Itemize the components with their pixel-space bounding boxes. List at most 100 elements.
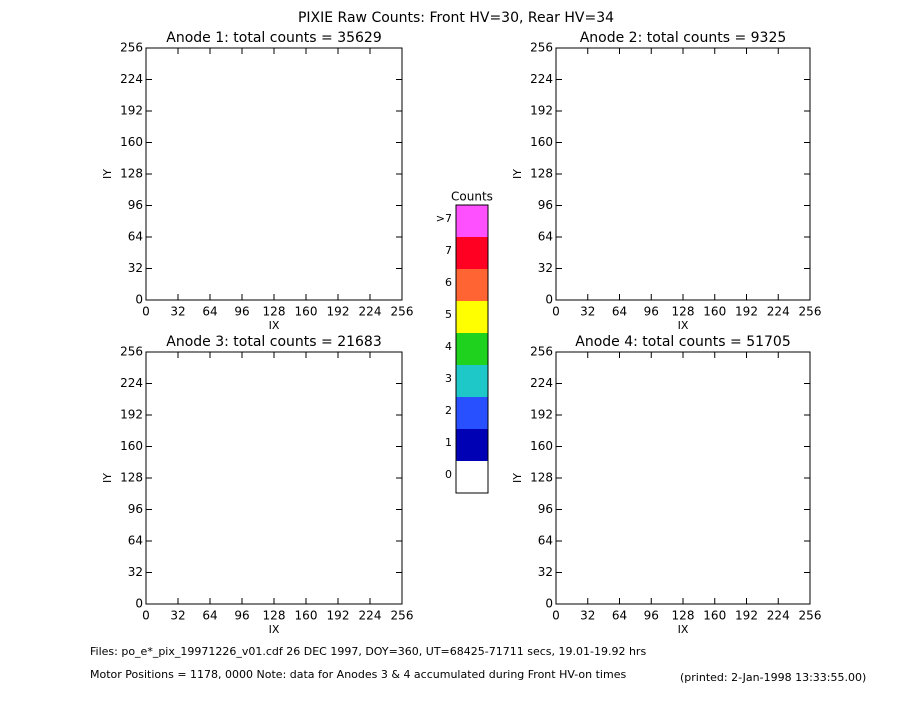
y-tick-label: 256 bbox=[530, 345, 553, 359]
colorbar-label: 2 bbox=[445, 404, 452, 417]
x-tick-label: 96 bbox=[644, 305, 659, 319]
x-tick-label: 192 bbox=[327, 609, 350, 623]
x-tick-label: 96 bbox=[644, 609, 659, 623]
colorbar-swatch bbox=[456, 269, 488, 301]
colorbar-swatch bbox=[456, 237, 488, 269]
x-tick-label: 0 bbox=[142, 609, 150, 623]
panel-title: Anode 4: total counts = 51705 bbox=[575, 334, 790, 350]
y-tick-label: 64 bbox=[538, 230, 553, 244]
panel-title: Anode 1: total counts = 35629 bbox=[166, 30, 381, 46]
x-axis-label: IX bbox=[678, 623, 689, 636]
x-tick-label: 256 bbox=[799, 305, 822, 319]
x-tick-label: 192 bbox=[735, 609, 758, 623]
y-tick-label: 128 bbox=[120, 167, 143, 181]
colorbar-title: Counts bbox=[451, 190, 493, 204]
x-tick-label: 160 bbox=[295, 305, 318, 319]
colorbar-label: 3 bbox=[445, 372, 452, 385]
footer-note: Motor Positions = 1178, 0000 Note: data … bbox=[90, 668, 626, 681]
y-tick-label: 128 bbox=[530, 471, 553, 485]
x-tick-label: 32 bbox=[580, 609, 595, 623]
x-axis-label: IX bbox=[269, 623, 280, 636]
y-axis-label: IY bbox=[101, 473, 114, 483]
plot-area bbox=[145, 351, 403, 605]
x-tick-label: 32 bbox=[580, 305, 595, 319]
colorbar-swatch bbox=[456, 333, 488, 365]
x-tick-label: 160 bbox=[703, 609, 726, 623]
x-axis-label: IX bbox=[678, 319, 689, 332]
x-tick-label: 32 bbox=[170, 305, 185, 319]
colorbar-label: 1 bbox=[445, 436, 452, 449]
y-tick-label: 192 bbox=[530, 104, 553, 118]
y-tick-label: 64 bbox=[128, 230, 143, 244]
y-tick-label: 64 bbox=[128, 534, 143, 548]
x-tick-label: 0 bbox=[552, 609, 560, 623]
x-tick-label: 256 bbox=[391, 305, 414, 319]
colorbar-label: 0 bbox=[445, 468, 452, 481]
x-tick-label: 256 bbox=[391, 609, 414, 623]
y-tick-label: 128 bbox=[530, 167, 553, 181]
x-tick-label: 224 bbox=[767, 609, 790, 623]
y-tick-label: 32 bbox=[538, 565, 553, 579]
y-tick-label: 96 bbox=[128, 502, 143, 516]
y-tick-label: 160 bbox=[530, 439, 553, 453]
colorbar-label: 4 bbox=[445, 340, 452, 353]
y-tick-label: 160 bbox=[120, 439, 143, 453]
y-tick-label: 0 bbox=[135, 293, 143, 307]
x-tick-label: 160 bbox=[703, 305, 726, 319]
plot-area bbox=[555, 47, 811, 301]
colorbar-frame bbox=[455, 204, 489, 494]
x-tick-label: 96 bbox=[234, 305, 249, 319]
y-tick-label: 192 bbox=[120, 104, 143, 118]
colorbar-swatch bbox=[456, 365, 488, 397]
y-tick-label: 224 bbox=[120, 72, 143, 86]
footer-note: Files: po_e*_pix_19971226_v01.cdf 26 DEC… bbox=[90, 645, 646, 658]
y-tick-label: 0 bbox=[545, 597, 553, 611]
y-tick-label: 192 bbox=[120, 408, 143, 422]
colorbar-swatch bbox=[456, 429, 488, 461]
y-tick-label: 96 bbox=[538, 198, 553, 212]
y-tick-label: 32 bbox=[128, 261, 143, 275]
x-tick-label: 224 bbox=[767, 305, 790, 319]
x-tick-label: 128 bbox=[263, 609, 286, 623]
y-axis-label: IY bbox=[511, 169, 524, 179]
plot-area bbox=[555, 351, 811, 605]
colorbar-label: >7 bbox=[436, 212, 452, 225]
y-tick-label: 160 bbox=[530, 135, 553, 149]
y-tick-label: 192 bbox=[530, 408, 553, 422]
x-tick-label: 32 bbox=[170, 609, 185, 623]
x-tick-label: 96 bbox=[234, 609, 249, 623]
x-axis-label: IX bbox=[269, 319, 280, 332]
colorbar-label: 7 bbox=[445, 244, 452, 257]
x-tick-label: 224 bbox=[359, 609, 382, 623]
y-tick-label: 0 bbox=[545, 293, 553, 307]
page-title: PIXIE Raw Counts: Front HV=30, Rear HV=3… bbox=[298, 10, 614, 26]
y-tick-label: 64 bbox=[538, 534, 553, 548]
print-date: (printed: 2-Jan-1998 13:33:55.00) bbox=[680, 671, 866, 684]
colorbar-swatch bbox=[456, 461, 488, 493]
x-tick-label: 128 bbox=[672, 609, 695, 623]
colorbar-label: 6 bbox=[445, 276, 452, 289]
y-tick-label: 256 bbox=[530, 41, 553, 55]
x-tick-label: 64 bbox=[202, 609, 217, 623]
y-tick-label: 0 bbox=[135, 597, 143, 611]
x-tick-label: 192 bbox=[735, 305, 758, 319]
y-tick-label: 224 bbox=[530, 72, 553, 86]
y-axis-label: IY bbox=[101, 169, 114, 179]
x-tick-label: 64 bbox=[202, 305, 217, 319]
x-tick-label: 256 bbox=[799, 609, 822, 623]
y-tick-label: 224 bbox=[530, 376, 553, 390]
x-tick-label: 128 bbox=[672, 305, 695, 319]
colorbar-swatch bbox=[456, 205, 488, 237]
y-tick-label: 32 bbox=[538, 261, 553, 275]
y-tick-label: 96 bbox=[538, 502, 553, 516]
x-tick-label: 64 bbox=[612, 609, 627, 623]
y-tick-label: 160 bbox=[120, 135, 143, 149]
x-tick-label: 64 bbox=[612, 305, 627, 319]
x-tick-label: 0 bbox=[552, 305, 560, 319]
y-tick-label: 128 bbox=[120, 471, 143, 485]
y-tick-label: 96 bbox=[128, 198, 143, 212]
x-tick-label: 192 bbox=[327, 305, 350, 319]
x-tick-label: 0 bbox=[142, 305, 150, 319]
x-tick-label: 128 bbox=[263, 305, 286, 319]
